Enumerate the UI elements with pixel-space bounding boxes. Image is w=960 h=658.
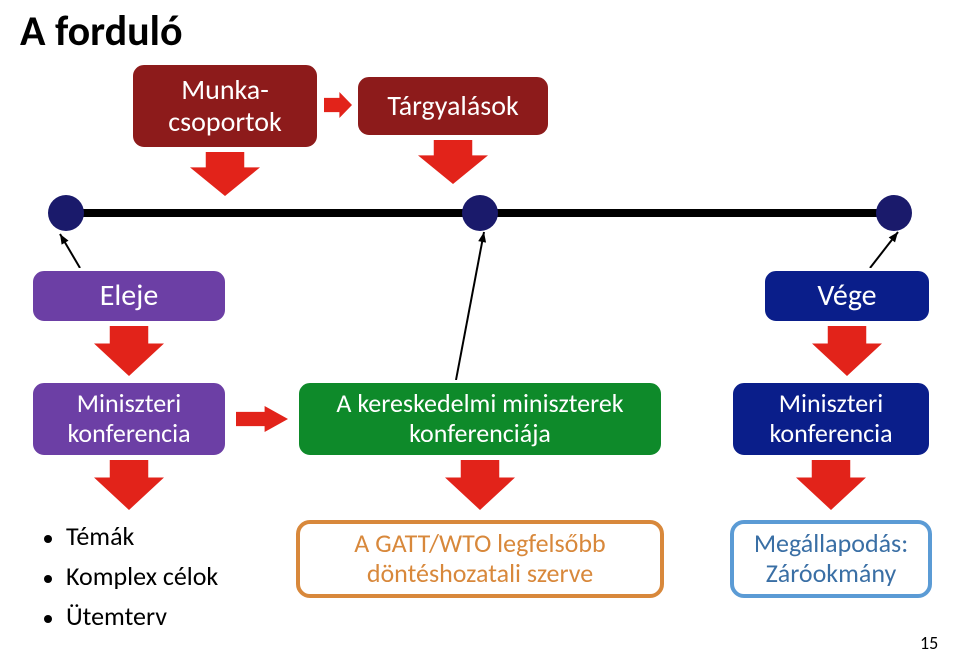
box-minkonf1-label: Miniszterikonferencia xyxy=(67,389,190,449)
arrow-keresk-down xyxy=(445,460,515,510)
bullet-list: Témák Komplex célok Ütemterv xyxy=(44,520,218,640)
bullet-dot-icon xyxy=(44,615,52,623)
box-vege-label: Vége xyxy=(817,279,876,314)
box-megall: Megállapodás:Záróokmány xyxy=(730,520,932,598)
box-gatt: A GATT/WTO legfelsőbbdöntéshozatali szer… xyxy=(296,520,664,598)
box-targy-label: Tárgyalások xyxy=(387,90,518,122)
box-munka-label: Munka-csoportok xyxy=(168,74,281,138)
box-vege: Vége xyxy=(762,268,932,324)
box-minkonf2: Miniszterikonferencia xyxy=(730,380,932,458)
page-number: 15 xyxy=(920,632,938,654)
box-eleje-label: Eleje xyxy=(100,279,159,314)
box-megall-label: Megállapodás:Záróokmány xyxy=(754,529,908,589)
connector-head-eleje-to-dot1 xyxy=(60,234,69,245)
slide-stage: A forduló Munka-csoportok Tárgyalások El… xyxy=(0,0,960,658)
arrow-munka-down xyxy=(190,152,260,196)
bullet-dot-icon xyxy=(44,575,52,583)
box-keresk: A kereskedelmi miniszterekkonferenciája xyxy=(296,380,664,458)
box-targy: Tárgyalások xyxy=(355,74,551,138)
bullet-item: Témák xyxy=(44,520,218,552)
arrow-vege-down xyxy=(812,326,882,376)
arrow-minkonf1-right xyxy=(236,406,288,432)
box-keresk-label: A kereskedelmi miniszterekkonferenciája xyxy=(336,389,623,449)
arrow-munka-right xyxy=(324,92,352,118)
arrow-minkonf2-down xyxy=(796,460,866,510)
box-eleje: Eleje xyxy=(30,268,228,324)
connector-head-keresk-to-dot2 xyxy=(478,232,486,243)
bullet-item: Ütemterv xyxy=(44,600,218,632)
box-minkonf1: Miniszterikonferencia xyxy=(30,380,228,458)
bullet-item: Komplex célok xyxy=(44,560,218,592)
box-minkonf2-label: Miniszterikonferencia xyxy=(769,389,892,449)
box-munka: Munka-csoportok xyxy=(130,62,320,150)
bullet-dot-icon xyxy=(44,535,52,543)
arrow-eleje-down xyxy=(94,326,164,376)
arrow-minkonf1-down xyxy=(94,460,164,510)
arrow-targy-down xyxy=(418,140,488,184)
box-gatt-label: A GATT/WTO legfelsőbbdöntéshozatali szer… xyxy=(354,529,605,589)
connector-keresk-to-dot2 xyxy=(456,232,484,380)
